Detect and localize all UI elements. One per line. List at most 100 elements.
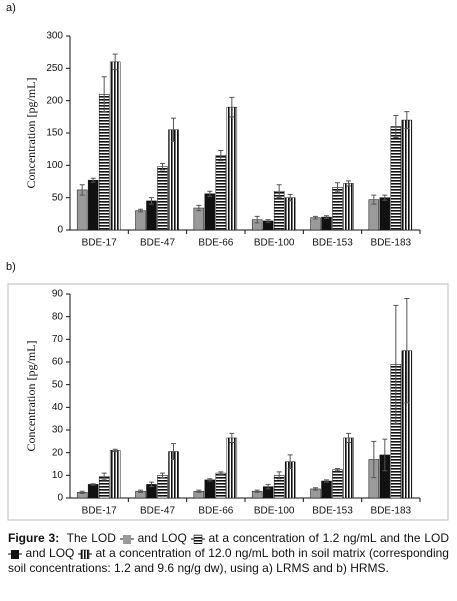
bar <box>98 93 110 231</box>
y-tick-label: 100 <box>46 160 63 171</box>
error-bar <box>324 215 329 219</box>
error-bar <box>149 197 154 205</box>
y-tick-label: 10 <box>52 470 64 481</box>
error-bar <box>160 162 165 171</box>
y-axis-label: Concentration [pg/mL] <box>24 341 38 452</box>
error-bar <box>101 76 107 113</box>
error-bar <box>335 182 340 193</box>
y-tick-label: 30 <box>52 425 64 436</box>
bar <box>157 166 168 231</box>
bar <box>321 480 332 499</box>
caption-text: The LOD <box>66 531 116 545</box>
error-bar <box>371 440 377 479</box>
bar <box>146 200 157 231</box>
legend-icon <box>8 550 22 559</box>
error-bar <box>346 180 351 187</box>
bar <box>109 450 121 499</box>
error-bar <box>346 432 351 443</box>
x-tick-label: BDE-153 <box>312 506 353 517</box>
error-bar <box>335 468 340 472</box>
bar <box>284 197 296 231</box>
bar <box>226 106 238 231</box>
bar <box>204 479 216 499</box>
bar <box>310 217 321 231</box>
x-tick-label: BDE-17 <box>82 238 117 249</box>
error-bar <box>196 204 202 212</box>
caption: Figure 3: The LOD and LOQ at a concentra… <box>8 531 449 576</box>
figure: a)Concentration [pg/mL]05010015020025030… <box>6 2 449 521</box>
legend-icon <box>119 535 134 544</box>
y-tick-label: 50 <box>52 379 64 390</box>
x-tick-label: BDE-153 <box>312 238 353 249</box>
x-tick-label: BDE-47 <box>140 506 175 517</box>
bar <box>379 197 391 231</box>
y-tick-label: 20 <box>52 447 64 458</box>
caption-text: and LOQ <box>25 546 75 560</box>
error-bar <box>171 443 176 460</box>
x-tick-label: BDE-183 <box>371 238 412 249</box>
error-bar <box>207 478 213 482</box>
caption-text: at a concentration of 1.2 ng/mL and the … <box>208 531 450 545</box>
error-bar <box>138 489 143 493</box>
error-bar <box>393 304 399 424</box>
error-bar <box>371 194 377 205</box>
error-bar <box>90 483 96 486</box>
panel-label: b) <box>6 261 16 273</box>
error-bar <box>196 489 202 493</box>
error-bar <box>90 177 96 183</box>
bar <box>321 216 332 231</box>
error-bar <box>101 472 107 481</box>
error-bar <box>404 298 410 404</box>
error-bar <box>138 208 143 213</box>
y-tick-label: 0 <box>57 225 63 236</box>
error-bar <box>382 194 388 201</box>
y-tick-label: 250 <box>46 63 63 74</box>
bar <box>157 475 168 499</box>
caption-label: Figure 3: <box>8 531 60 545</box>
bar <box>343 183 354 231</box>
plot-frame <box>7 283 449 521</box>
y-tick-label: 0 <box>57 493 63 504</box>
bar <box>109 61 121 231</box>
y-axis-label: Concentration [pg/mL] <box>24 78 38 189</box>
error-bar <box>112 53 118 71</box>
x-tick-label: BDE-100 <box>254 238 295 249</box>
bar <box>87 179 99 231</box>
error-bar <box>265 219 271 223</box>
error-bar <box>149 481 154 488</box>
error-bar <box>79 184 85 196</box>
error-bar <box>112 448 118 453</box>
x-tick-label: BDE-47 <box>140 238 175 249</box>
error-bar <box>276 471 282 480</box>
bar <box>168 129 179 231</box>
caption-text: at a concentration of 12.0 ng/mL both in… <box>8 546 449 575</box>
y-tick-label: 80 <box>52 311 64 322</box>
bar <box>332 469 343 499</box>
error-bar <box>207 190 213 197</box>
error-bar <box>171 117 176 142</box>
error-bar <box>265 483 271 490</box>
error-bar <box>229 96 235 118</box>
bar <box>401 119 413 231</box>
caption-text: and LOQ <box>137 531 187 545</box>
y-tick-label: 150 <box>46 128 63 139</box>
x-tick-label: BDE-100 <box>254 506 295 517</box>
bar <box>76 189 88 231</box>
bar <box>215 472 227 499</box>
x-tick-label: BDE-183 <box>371 506 412 517</box>
bar <box>204 193 216 231</box>
error-bar <box>254 489 260 493</box>
error-bar <box>313 487 318 491</box>
bar <box>215 155 227 231</box>
legend-icon <box>190 534 205 544</box>
error-bar <box>404 111 410 129</box>
bar <box>193 207 205 231</box>
x-tick-label: BDE-66 <box>198 238 233 249</box>
bar <box>135 210 146 231</box>
error-bar <box>160 472 165 479</box>
x-tick-label: BDE-17 <box>82 506 117 517</box>
error-bar <box>382 438 388 472</box>
error-bar <box>313 215 318 220</box>
x-tick-label: BDE-66 <box>198 506 233 517</box>
